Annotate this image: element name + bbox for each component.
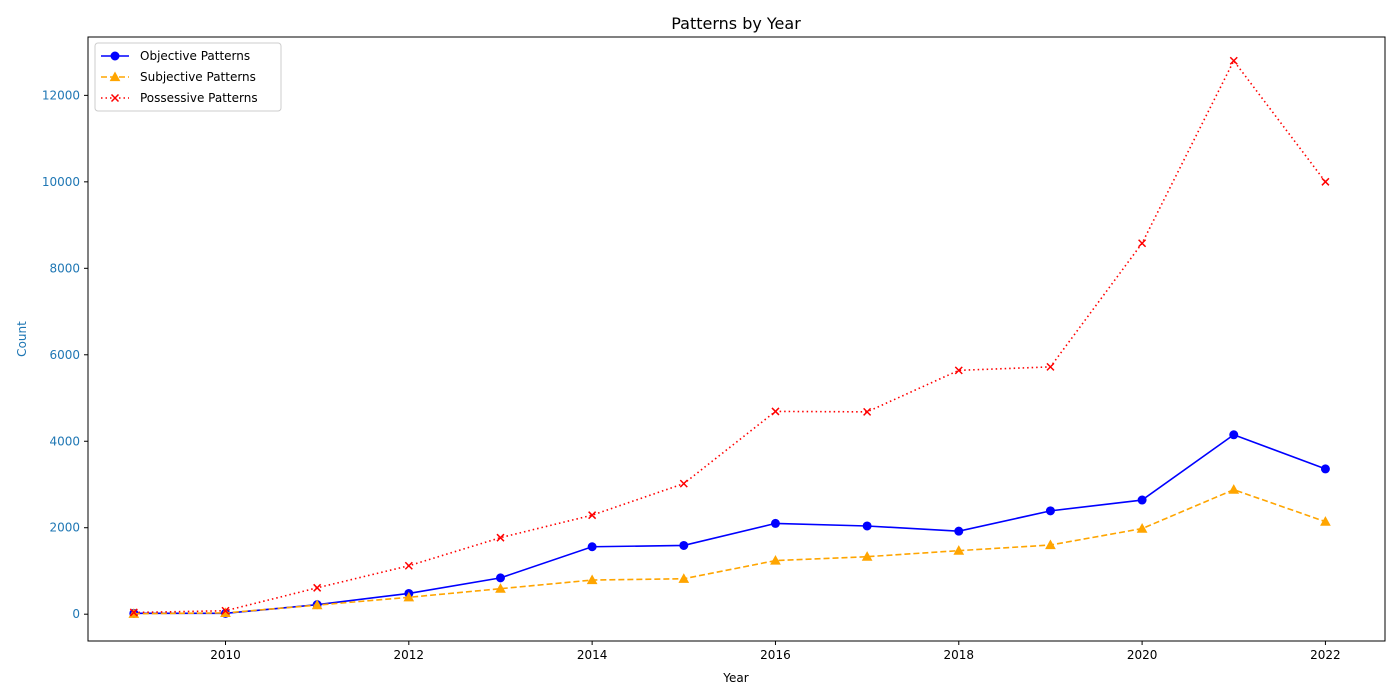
y-tick-label: 4000: [49, 434, 80, 448]
data-point-objective: [1045, 506, 1055, 516]
data-point-subjective: [1136, 523, 1148, 533]
chart-title: Patterns by Year: [671, 14, 801, 33]
data-point-subjective: [770, 555, 781, 565]
y-tick-label: 0: [72, 607, 80, 621]
data-point-objective: [1229, 430, 1239, 440]
y-tick-label: 10000: [42, 175, 80, 189]
legend-label: Possessive Patterns: [140, 91, 258, 105]
series-line-objective: [133, 433, 1326, 615]
y-tick-label: 6000: [49, 348, 80, 362]
legend-item-possessive: Possessive Patterns: [101, 91, 258, 105]
y-axis-label: Count: [15, 321, 29, 357]
data-point-subjective: [1320, 516, 1331, 526]
x-tick-label: 2012: [394, 648, 425, 662]
legend-box: [94, 42, 282, 112]
x-tick-label: 2014: [577, 648, 608, 662]
data-point-possessive: [221, 606, 230, 615]
series-layer: [128, 56, 1331, 618]
data-point-possessive: [404, 561, 413, 570]
data-point-subjective: [1228, 484, 1240, 494]
series-line-possessive: [133, 59, 1327, 614]
data-point-objective: [862, 521, 872, 531]
data-point-objective: [1137, 495, 1147, 505]
data-point-possessive: [954, 366, 963, 375]
data-point-possessive: [1138, 239, 1147, 248]
x-tick-label: 2020: [1127, 648, 1158, 662]
series-possessive: [129, 56, 1330, 617]
data-point-subjective: [403, 591, 415, 602]
x-axis-label: Year: [722, 671, 748, 685]
data-point-possessive: [313, 583, 322, 592]
y-tick-label: 2000: [49, 521, 80, 535]
data-point-objective: [679, 540, 689, 550]
legend-item-subjective: Subjective Patterns: [101, 70, 256, 84]
data-point-possessive: [771, 407, 780, 416]
plot-area: [87, 36, 1386, 642]
legend-label: Objective Patterns: [140, 49, 250, 63]
data-point-objective: [1320, 464, 1330, 474]
x-tick-label: 2010: [210, 648, 241, 662]
data-point-objective: [587, 542, 597, 552]
legend: Objective Patterns Subjective Patterns Pos…: [94, 42, 282, 112]
y-axis: 0 2000 4000 6000 8000 10000 12000: [42, 88, 88, 621]
data-point-possessive: [1229, 56, 1238, 65]
data-point-subjective: [311, 599, 323, 610]
data-point-subjective: [953, 545, 965, 555]
x-tick-label: 2018: [944, 648, 975, 662]
series-line-subjective: [133, 488, 1326, 615]
legend-marker: [110, 93, 120, 103]
data-point-objective: [954, 526, 964, 536]
x-tick-label: 2022: [1310, 648, 1341, 662]
legend-marker: [110, 51, 120, 61]
data-point-subjective: [495, 583, 506, 593]
data-point-subjective: [861, 551, 873, 561]
data-point-possessive: [1046, 362, 1055, 371]
data-point-subjective: [678, 573, 690, 583]
data-point-objective: [770, 518, 780, 528]
x-axis: 2010 2012 2014 2016 2018 2020 2022: [210, 641, 1341, 662]
data-point-possessive: [863, 407, 872, 416]
legend-label: Subjective Patterns: [140, 70, 256, 84]
data-point-possessive: [679, 479, 688, 488]
x-tick-label: 2016: [760, 648, 791, 662]
y-tick-label: 12000: [42, 88, 80, 102]
series-objective: [129, 430, 1330, 618]
data-point-possessive: [496, 533, 505, 542]
series-subjective: [128, 484, 1331, 618]
legend-marker: [109, 71, 121, 82]
data-point-subjective: [586, 574, 598, 585]
data-point-possessive: [129, 608, 138, 617]
data-point-possessive: [588, 511, 597, 520]
y-tick-label: 8000: [49, 261, 80, 275]
legend-item-objective: Objective Patterns: [101, 49, 250, 63]
data-point-possessive: [1321, 177, 1330, 186]
data-point-objective: [495, 573, 505, 583]
data-point-subjective: [1045, 539, 1056, 550]
